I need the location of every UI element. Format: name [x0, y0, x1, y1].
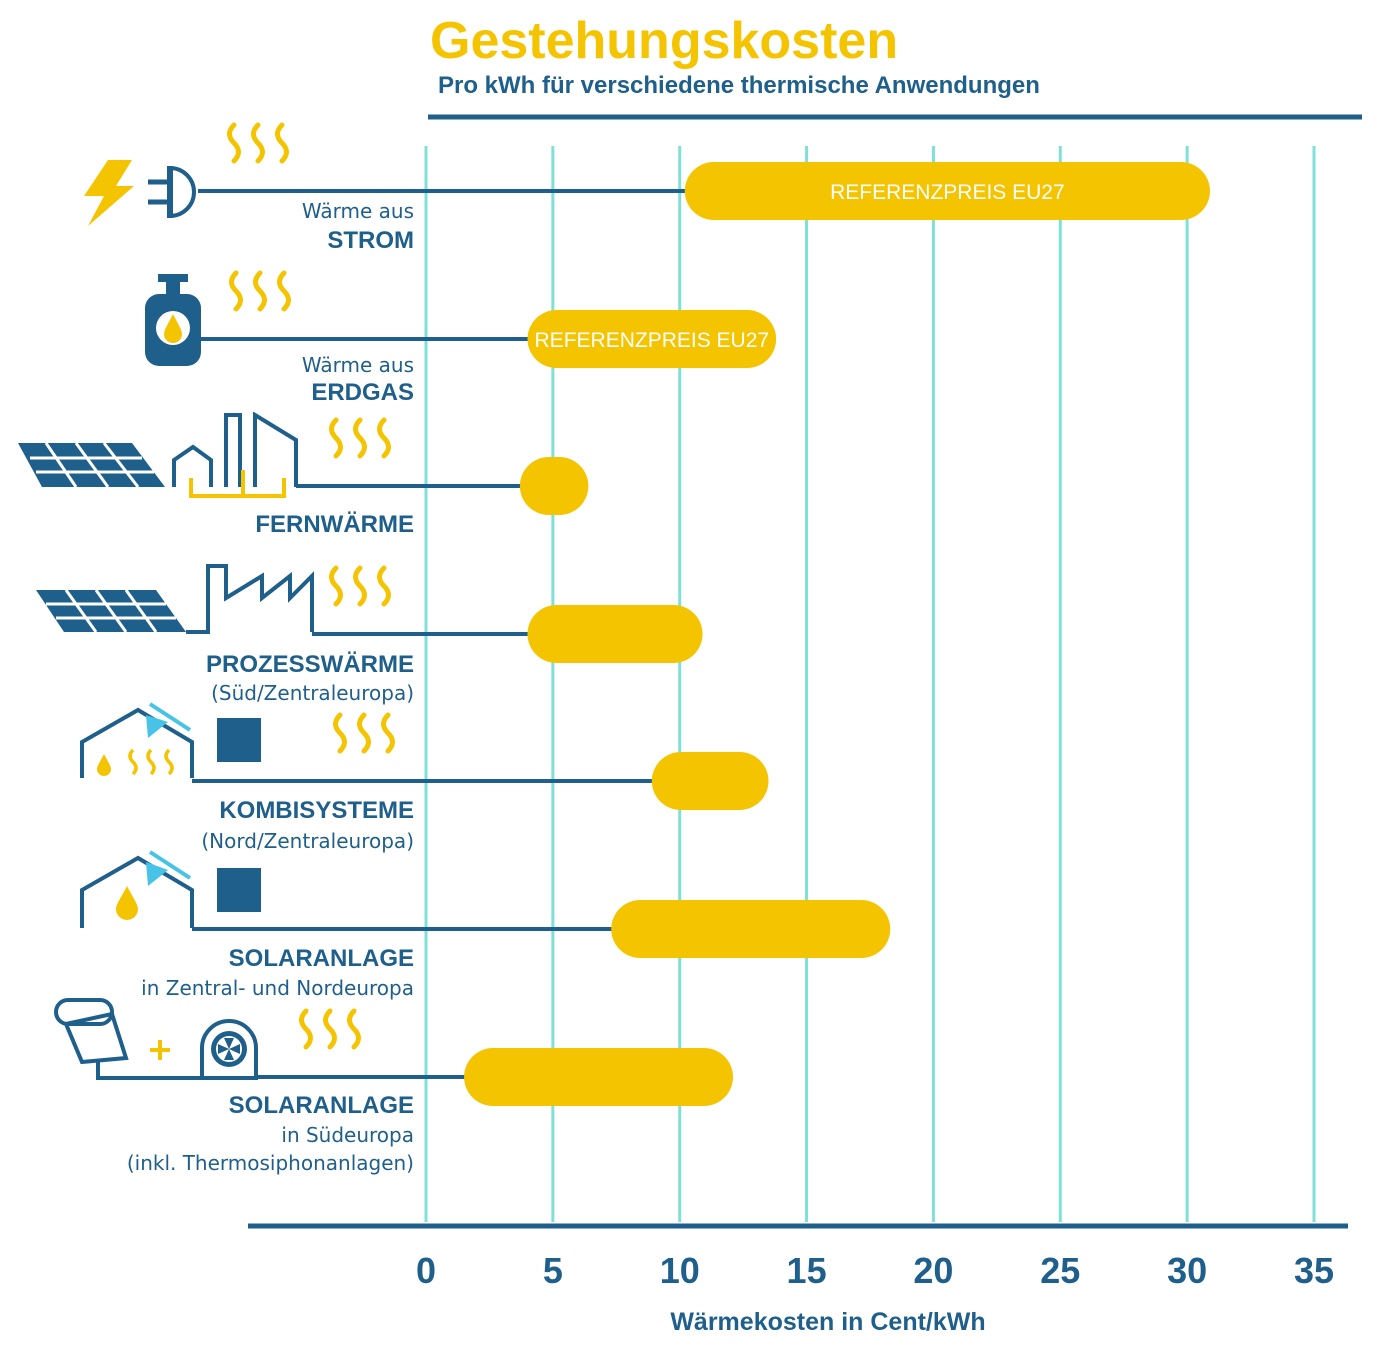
- heat-waves-icon: [329, 565, 391, 607]
- storage-tank-icon: [217, 718, 261, 762]
- cost-range-bar: [611, 900, 891, 958]
- x-tick-label: 15: [787, 1250, 827, 1291]
- category-label-line2: PROZESSWÄRME: [206, 651, 414, 678]
- heat-waves-icon: [333, 712, 395, 754]
- cost-range-bar: [464, 1048, 733, 1106]
- x-axis-title: Wärmekosten in Cent/kWh: [670, 1308, 985, 1336]
- bar-layer: REFERENZPREIS EU27 REFERENZPREIS EU27: [464, 162, 1210, 1106]
- category-label-line4: (inkl. Thermosiphonanlagen): [127, 1151, 414, 1175]
- category-label-line2: KOMBISYSTEME: [219, 797, 414, 824]
- cost-range-bar: [651, 752, 769, 810]
- house-solar-icon: [80, 850, 194, 928]
- heat-waves-icon: [229, 270, 291, 312]
- plug-icon: [148, 166, 196, 218]
- cost-range-bar: [527, 310, 777, 368]
- category-label-line3: (Nord/Zentraleuropa): [201, 829, 414, 853]
- x-tick-label: 10: [660, 1250, 700, 1291]
- category-label-line2: FERNWÄRME: [255, 511, 414, 538]
- solar-panel-icon: [36, 589, 186, 633]
- solar-panel-icon: [18, 442, 165, 488]
- cost-range-bar: [527, 605, 703, 663]
- icon-layer: [18, 160, 314, 1080]
- reference-price-label: REFERENZPREIS EU27: [830, 181, 1065, 204]
- cost-range-bar: [519, 457, 589, 515]
- house-solar-icon: [80, 702, 194, 778]
- chart-title: Gestehungskosten: [430, 12, 898, 70]
- chart-subtitle: Pro kWh für verschiedene thermische Anwe…: [438, 72, 1040, 99]
- plus-icon: [150, 1040, 170, 1060]
- district-heating-plant-icon: [172, 411, 298, 498]
- gas-bottle-icon: [145, 274, 201, 366]
- heat-waves-icon: [329, 417, 391, 459]
- factory-icon: [186, 564, 314, 634]
- connector-layer: [192, 122, 695, 1079]
- category-label-line1: Wärme aus: [302, 353, 414, 377]
- heat-waves-icon: [227, 122, 289, 164]
- heat-waves-icon: [299, 1008, 361, 1050]
- category-label-line3: (Süd/Zentraleuropa): [211, 681, 414, 705]
- category-label-line2: ERDGAS: [311, 379, 414, 406]
- x-tick-label: 5: [543, 1250, 563, 1291]
- x-tick-label: 30: [1167, 1250, 1207, 1291]
- thermosiphon-collector-icon: [54, 998, 210, 1080]
- x-tick-label: 0: [416, 1250, 436, 1291]
- reference-price-label: REFERENZPREIS EU27: [535, 329, 770, 352]
- x-tick-label: 35: [1294, 1250, 1334, 1291]
- lightning-icon: [84, 160, 134, 226]
- category-label-line1: Wärme aus: [302, 199, 414, 223]
- category-label-line3: in Zentral- und Nordeuropa: [141, 976, 414, 1000]
- cost-range-bar: [684, 162, 1210, 220]
- category-label-line2: SOLARANLAGE: [229, 945, 414, 972]
- category-label-line2: SOLARANLAGE: [229, 1092, 414, 1119]
- x-tick-label: 25: [1040, 1250, 1080, 1291]
- grid-layer: 0 5 10 15 20 25 30 35 Wärmekosten in Cent/kWh: [248, 146, 1348, 1336]
- heat-pump-icon: [200, 1019, 258, 1080]
- category-label-line2: STROM: [327, 227, 414, 254]
- category-label-line3: in Südeuropa: [281, 1123, 414, 1147]
- storage-tank-icon: [217, 868, 261, 912]
- x-tick-label: 20: [913, 1250, 953, 1291]
